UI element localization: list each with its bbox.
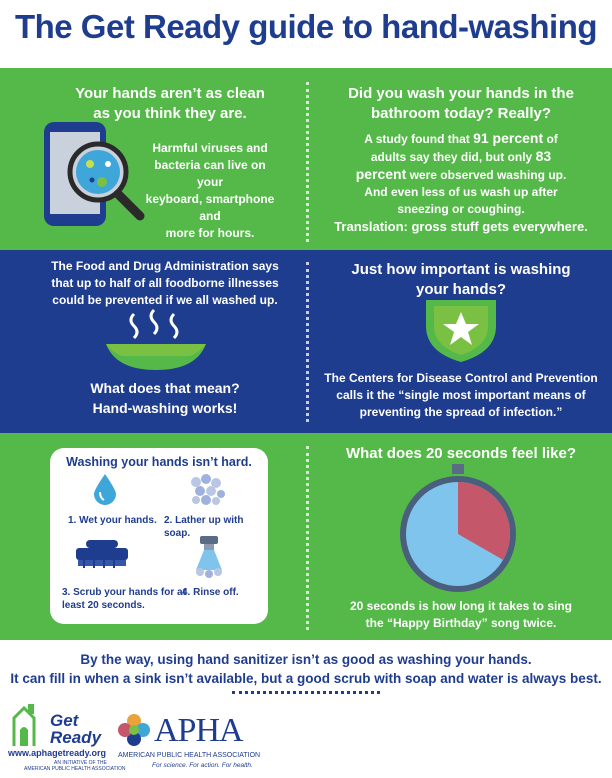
scrub-brush-icon (72, 538, 132, 575)
page-title: The Get Ready guide to hand-washing (14, 8, 598, 45)
step-3-label: 3. Scrub your hands for at least 20 secon… (62, 587, 186, 611)
steps-title: Washing your hands isn’t hard. (66, 455, 252, 469)
shield-star-icon (420, 296, 502, 369)
soap-bubbles-icon (188, 472, 228, 511)
step-2-label: 2. Lather up with soap. (164, 515, 244, 539)
house-icon (10, 702, 50, 753)
clock-caption: 20 seconds is how long it takes to sing t… (349, 599, 573, 630)
get-ready-url[interactable]: www.aphagetready.org (8, 748, 107, 758)
section2-body: A study found that 91 percent of adults … (355, 130, 567, 216)
section1-body: Harmful viruses and bacteria can live on … (145, 141, 275, 240)
apha-tagline: For science. For action. For health. (152, 762, 253, 769)
footer-note: By the way, using hand sanitizer isn’t a… (10, 652, 602, 686)
faucet-icon (192, 534, 226, 583)
section-divider (306, 446, 309, 630)
section2-heading: Did you wash your hands in the bathroom t… (348, 85, 574, 122)
section-divider (306, 262, 309, 422)
apha-pinwheel-icon (116, 712, 152, 753)
section4-body: The Centers for Disease Control and Prev… (324, 371, 598, 419)
section4-heading: Just how important is washing your hands? (351, 261, 571, 298)
stopwatch-icon (398, 464, 518, 599)
steps-card: Washing your hands isn’t hard. 1. Wet yo… (50, 448, 268, 624)
section-divider (306, 82, 309, 242)
get-ready-tagline: AN INITIATIVE OF THE AMERICAN PUBLIC HEAL… (24, 760, 126, 772)
get-ready-wordmark: Get Ready (50, 711, 102, 747)
phone-magnifier-germs-icon (40, 120, 170, 235)
footer-dots (232, 691, 380, 694)
steaming-bowl-icon (104, 308, 208, 379)
section3-body: The Food and Drug Administration says tha… (51, 259, 279, 307)
apha-wordmark: APHA (154, 712, 244, 749)
section1-heading: Your hands aren’t as clean as you think t… (75, 85, 265, 122)
apha-full-name: AMERICAN PUBLIC HEALTH ASSOCIATION (118, 752, 261, 759)
section3-question: What does that mean? Hand-washing works! (90, 380, 240, 416)
water-drop-icon (92, 472, 118, 511)
clock-heading: What does 20 seconds feel like? (345, 445, 577, 462)
step-4-label: 4. Rinse off. (182, 587, 239, 598)
clock-elapsed-wedge (458, 482, 511, 560)
section2-translation: Translation: gross stuff gets everywhere… (334, 219, 588, 234)
step-1-label: 1. Wet your hands. (68, 515, 157, 526)
